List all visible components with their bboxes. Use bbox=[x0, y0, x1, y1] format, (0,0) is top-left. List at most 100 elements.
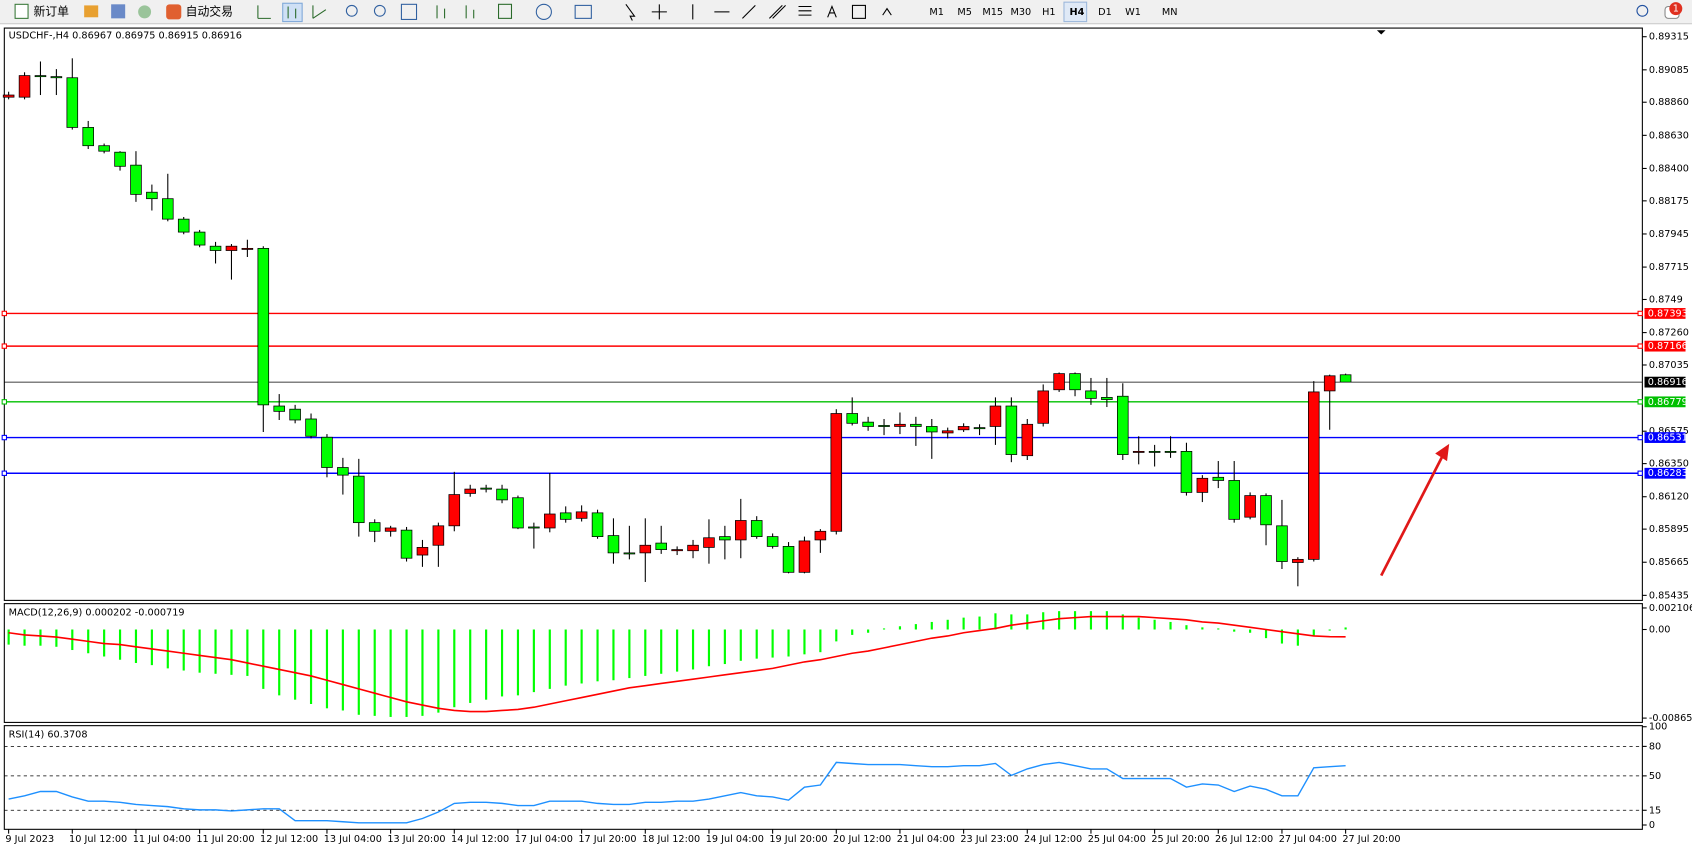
macd-bar bbox=[1233, 629, 1236, 632]
y-tick-label: 15 bbox=[1649, 805, 1661, 816]
arrow-icon[interactable] bbox=[882, 7, 892, 16]
x-tick-label: 21 Jul 04:00 bbox=[897, 834, 955, 845]
candle-body bbox=[735, 520, 747, 541]
icon bbox=[574, 4, 592, 19]
timeframe-button[interactable]: W1 bbox=[1125, 7, 1141, 18]
macd-bar bbox=[246, 629, 249, 676]
macd-bar bbox=[1153, 619, 1156, 630]
macd-bar bbox=[389, 629, 392, 717]
macd-bar bbox=[564, 629, 567, 686]
macd-bar bbox=[1296, 629, 1299, 646]
macd-bar bbox=[676, 629, 679, 672]
macd-bar bbox=[325, 629, 329, 709]
level-label-bg bbox=[1644, 432, 1686, 443]
macd-bar bbox=[548, 629, 551, 689]
timeframe-button[interactable]: M1 bbox=[929, 7, 944, 18]
x-tick-label: 23 Jul 23:00 bbox=[960, 834, 1018, 845]
macd-bar bbox=[723, 629, 726, 665]
candle-body bbox=[878, 425, 890, 427]
crosshair-icon[interactable] bbox=[651, 4, 667, 20]
timeframe-button[interactable]: MN bbox=[1162, 7, 1178, 18]
macd-bar bbox=[1185, 625, 1188, 630]
timeframe-button[interactable]: M30 bbox=[1010, 7, 1031, 18]
macd-bar bbox=[691, 629, 695, 670]
candle-body bbox=[82, 127, 94, 147]
candle-body bbox=[973, 427, 986, 430]
y-tick-label: 0.8749 bbox=[1649, 294, 1683, 305]
y-tick-label: -0.008658 bbox=[1649, 713, 1692, 724]
search-icon[interactable] bbox=[1636, 4, 1649, 17]
candle-body bbox=[607, 535, 620, 554]
level-label: 0.86779 bbox=[1648, 397, 1688, 408]
candle-body bbox=[1101, 397, 1113, 400]
channel-icon[interactable] bbox=[769, 5, 786, 19]
label-icon[interactable] bbox=[851, 4, 866, 19]
text-icon[interactable] bbox=[827, 5, 837, 18]
candle-body bbox=[193, 231, 206, 246]
level-handle bbox=[1, 434, 8, 441]
candle-body bbox=[671, 549, 683, 552]
candle-body bbox=[114, 151, 126, 167]
candle-body bbox=[130, 164, 142, 195]
level-handle bbox=[1, 343, 8, 349]
candle-body bbox=[750, 520, 763, 537]
candle-body bbox=[337, 467, 349, 476]
candle-body bbox=[591, 512, 604, 537]
cursor-icon[interactable] bbox=[625, 4, 636, 21]
x-tick-label: 17 Jul 04:00 bbox=[515, 834, 573, 845]
candle-body bbox=[1339, 374, 1352, 383]
auto-trading-button[interactable]: 自动交易 bbox=[186, 4, 233, 18]
x-tick-label: 25 Jul 04:00 bbox=[1088, 834, 1146, 845]
timeframe-button[interactable]: M5 bbox=[957, 7, 972, 18]
candle-body bbox=[66, 77, 79, 128]
candle-body bbox=[559, 512, 572, 520]
macd-bar bbox=[262, 629, 265, 689]
y-tick-label: 0.85895 bbox=[1649, 524, 1689, 535]
trendline-icon[interactable] bbox=[742, 5, 756, 19]
macd-bar bbox=[946, 619, 949, 630]
y-tick-label: 0.85665 bbox=[1649, 557, 1689, 568]
annotation-arrowhead bbox=[1435, 443, 1450, 462]
active-timeframe-bg bbox=[1063, 1, 1088, 23]
level-label: 0.87166 bbox=[1648, 341, 1688, 352]
alerts-badge[interactable] bbox=[1669, 2, 1683, 16]
candle-body bbox=[512, 497, 524, 529]
macd-bar bbox=[198, 629, 201, 673]
candle-body bbox=[400, 529, 413, 559]
macd-bar bbox=[1201, 627, 1204, 630]
fibo-icon[interactable] bbox=[798, 5, 812, 16]
candle-body bbox=[1164, 450, 1177, 453]
level-label-bg bbox=[1644, 467, 1686, 479]
macd-bar bbox=[1010, 614, 1013, 630]
macd-bar bbox=[278, 629, 281, 696]
macd-bar bbox=[55, 629, 58, 647]
new-order-button[interactable]: 新订单 bbox=[33, 4, 69, 18]
macd-bar bbox=[612, 629, 615, 681]
macd-bar bbox=[373, 629, 376, 716]
toolbar-icon bbox=[111, 4, 126, 19]
timeframe-button[interactable]: M15 bbox=[982, 7, 1003, 18]
zoom-in-icon[interactable] bbox=[345, 4, 358, 17]
timeframe-button[interactable]: H1 bbox=[1042, 7, 1055, 18]
rsi-title: RSI(14) bbox=[9, 729, 45, 740]
macd-bar bbox=[341, 629, 344, 711]
signal-line bbox=[8, 615, 1346, 713]
candle-body bbox=[273, 405, 285, 412]
x-tick-label: 26 Jul 12:00 bbox=[1215, 834, 1273, 845]
macd-bar bbox=[421, 629, 424, 716]
timeframe-button[interactable]: D1 bbox=[1098, 7, 1112, 18]
y-tick-label: 0.00 bbox=[1649, 625, 1671, 636]
candle-body bbox=[448, 494, 461, 527]
y-tick-label: 0.89085 bbox=[1649, 65, 1689, 76]
open: 0.86967 bbox=[72, 31, 112, 42]
candle-body bbox=[1244, 495, 1256, 518]
candle-body bbox=[1212, 476, 1225, 481]
icon bbox=[287, 6, 297, 19]
y-tick-label: 0.88630 bbox=[1649, 130, 1689, 141]
candle-body bbox=[910, 423, 922, 427]
zoom-out-icon[interactable] bbox=[373, 4, 386, 17]
plots: 0.89315 0.89085 0.88860 0.88630 0.88400 0.881… bbox=[1, 32, 1692, 845]
timeframe-button[interactable]: H4 bbox=[1069, 7, 1084, 18]
x-tick-label: 17 Jul 20:00 bbox=[578, 834, 636, 845]
x-tick-label: 11 Jul 20:00 bbox=[196, 834, 254, 845]
